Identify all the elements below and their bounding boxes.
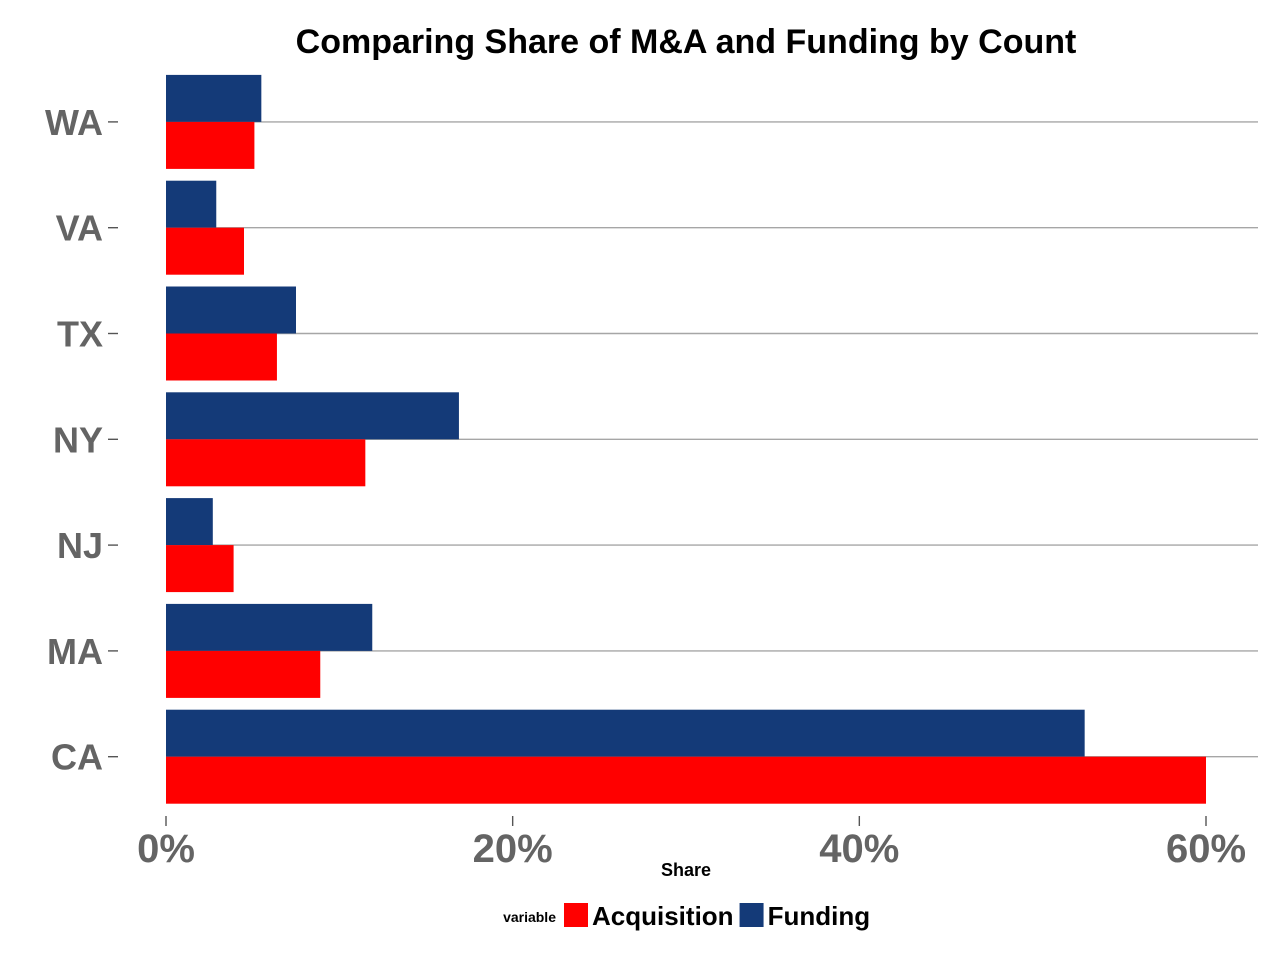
bar-acquisition-wa [166,121,255,169]
bar-funding-ca [166,709,1085,757]
bar-acquisition-tx [166,333,277,381]
x-tick-label: 40% [819,827,899,871]
bar-acquisition-ma [166,650,321,698]
legend-swatch-funding [739,903,764,927]
y-tick-label-ma: MA [47,631,103,672]
legend: variable Acquisition Funding [503,901,870,931]
legend-label-acquisition: Acquisition [592,901,734,931]
x-tick-label: 0% [137,827,195,871]
x-axis: 0% 20% 40% 60% [137,816,1246,871]
y-tick-label-ca: CA [51,737,103,778]
legend-title: variable [503,909,556,925]
bar-funding-nj [166,498,213,546]
bar-funding-va [166,180,217,228]
legend-label-funding: Funding [768,901,871,931]
y-tick-label-va: VA [56,208,103,249]
bar-acquisition-ca [166,756,1206,804]
y-tick-label-wa: WA [45,102,103,143]
x-axis-title: Share [661,860,711,880]
chart-title: Comparing Share of M&A and Funding by Co… [296,23,1077,61]
bar-acquisition-va [166,227,244,275]
y-tick-label-tx: TX [57,314,103,355]
x-tick-label: 60% [1166,827,1246,871]
legend-swatch-acquisition [564,903,588,927]
bars [166,74,1206,804]
bar-funding-wa [166,74,262,122]
bar-funding-tx [166,286,296,334]
bar-funding-ma [166,603,373,651]
y-axis: CA MA NJ NY TX VA WA [45,102,118,778]
y-tick-label-ny: NY [53,419,103,460]
bar-funding-ny [166,392,459,440]
bar-acquisition-nj [166,545,234,593]
bar-acquisition-ny [166,439,366,487]
y-tick-label-nj: NJ [57,525,103,566]
x-tick-label: 20% [473,827,553,871]
